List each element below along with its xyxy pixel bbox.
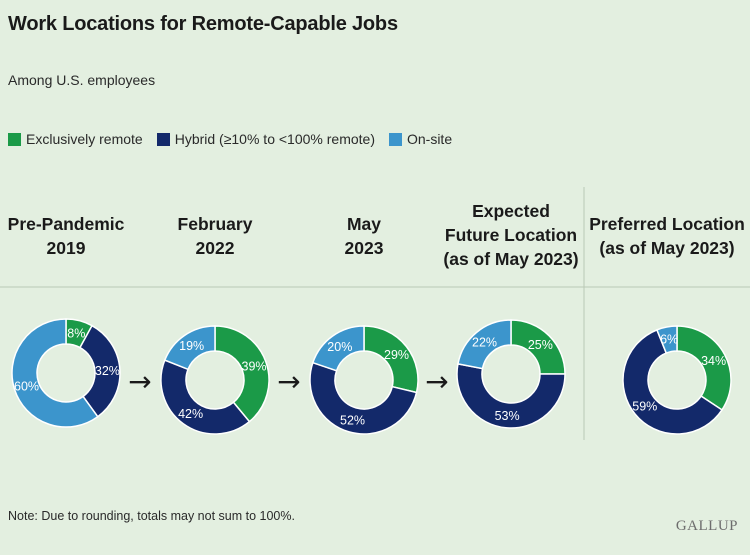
footnote: Note: Due to rounding, totals may not su… xyxy=(8,509,295,523)
column-header-line: Expected xyxy=(472,201,550,221)
column-header-line: May xyxy=(346,214,382,234)
donut-3-slice-hybrid xyxy=(456,363,566,429)
donut-2-label-remote: 29% xyxy=(384,348,409,362)
arrow-group: → → → xyxy=(128,365,448,398)
legend-swatch-remote xyxy=(8,132,21,146)
column-header-preferred-location: Preferred Location (as of May 2023) xyxy=(589,212,745,260)
donut-4-label-remote: 34% xyxy=(701,354,726,368)
chart-title: Work Locations for Remote-Capable Jobs xyxy=(8,13,398,35)
donut-2-label-hybrid: 52% xyxy=(340,413,365,427)
donut-0-slice-onsite xyxy=(11,318,99,428)
donut-1-slice-hybrid xyxy=(160,359,251,435)
column-header-pre-pandemic: Pre-Pandemic 2019 xyxy=(8,212,125,260)
donut-2-slice-hybrid xyxy=(309,361,418,435)
donut-4-slice-hybrid xyxy=(622,328,724,435)
column-header-line: (as of May 2023) xyxy=(443,249,579,269)
chart-subtitle: Among U.S. employees xyxy=(8,72,156,88)
donut-3-label-remote: 25% xyxy=(528,338,553,352)
donut-4-slice-remote xyxy=(676,325,732,411)
legend-label-hybrid: Hybrid (≥10% to <100% remote) xyxy=(174,131,375,147)
donut-2-slice-onsite xyxy=(311,325,365,372)
donut-3-slice-onsite xyxy=(457,319,512,370)
gallup-logo: GALLUP xyxy=(675,518,738,534)
column-header-line: 2019 xyxy=(46,238,86,258)
donut-0-label-hybrid: 32% xyxy=(95,364,120,378)
column-header-expected-future: Expected Future Location (as of May 2023… xyxy=(443,199,578,271)
legend: Exclusively remote Hybrid (≥10% to <100%… xyxy=(8,131,466,147)
column-header-line: Future Location xyxy=(444,225,578,245)
donut-1-slice-onsite xyxy=(163,325,216,371)
column-header-line: (as of May 2023) xyxy=(599,238,735,258)
column-header-line: 2023 xyxy=(344,238,384,258)
column-header-february-2022: February 2022 xyxy=(178,212,253,260)
legend-swatch-onsite xyxy=(388,132,402,146)
legend-label-remote: Exclusively remote xyxy=(26,131,143,147)
donut-1-label-hybrid: 42% xyxy=(178,407,203,421)
donut-0-label-onsite: 60% xyxy=(14,379,39,393)
arrow-right-icon: → xyxy=(277,365,300,398)
donut-3-label-onsite: 22% xyxy=(472,336,497,350)
donut-group: 8% 32% 60% 39% 42% 19% 29% 52% 20% 25% 53% 22% 34% 59… xyxy=(11,318,732,435)
legend-item-onsite: On-site xyxy=(388,131,453,147)
legend-item-remote: Exclusively remote xyxy=(8,131,143,147)
column-header-line: February xyxy=(177,214,253,234)
legend-label-onsite: On-site xyxy=(406,131,453,147)
donut-0-slice-hybrid xyxy=(78,324,121,418)
donut-3-label-hybrid: 53% xyxy=(495,409,520,423)
donut-2-label-onsite: 20% xyxy=(327,340,352,354)
legend-item-hybrid: Hybrid (≥10% to <100% remote) xyxy=(156,131,375,147)
donut-4-slice-onsite xyxy=(655,325,678,355)
donut-1-label-onsite: 19% xyxy=(179,339,204,353)
arrow-right-icon: → xyxy=(128,365,151,398)
legend-swatch-hybrid xyxy=(156,132,170,146)
arrow-right-icon: → xyxy=(425,365,448,398)
donut-4-label-onsite: 6% xyxy=(660,333,678,347)
column-header-line: 2022 xyxy=(195,238,235,258)
column-header-line: Pre-Pandemic xyxy=(7,214,125,234)
donut-4-label-hybrid: 59% xyxy=(632,400,657,414)
column-header-may-2023: May 2023 xyxy=(345,212,384,260)
donut-0-label-remote: 8% xyxy=(67,326,85,340)
donut-1-slice-remote xyxy=(214,325,270,423)
column-header-line: Preferred Location xyxy=(589,214,745,234)
donut-1-label-remote: 39% xyxy=(242,359,267,373)
